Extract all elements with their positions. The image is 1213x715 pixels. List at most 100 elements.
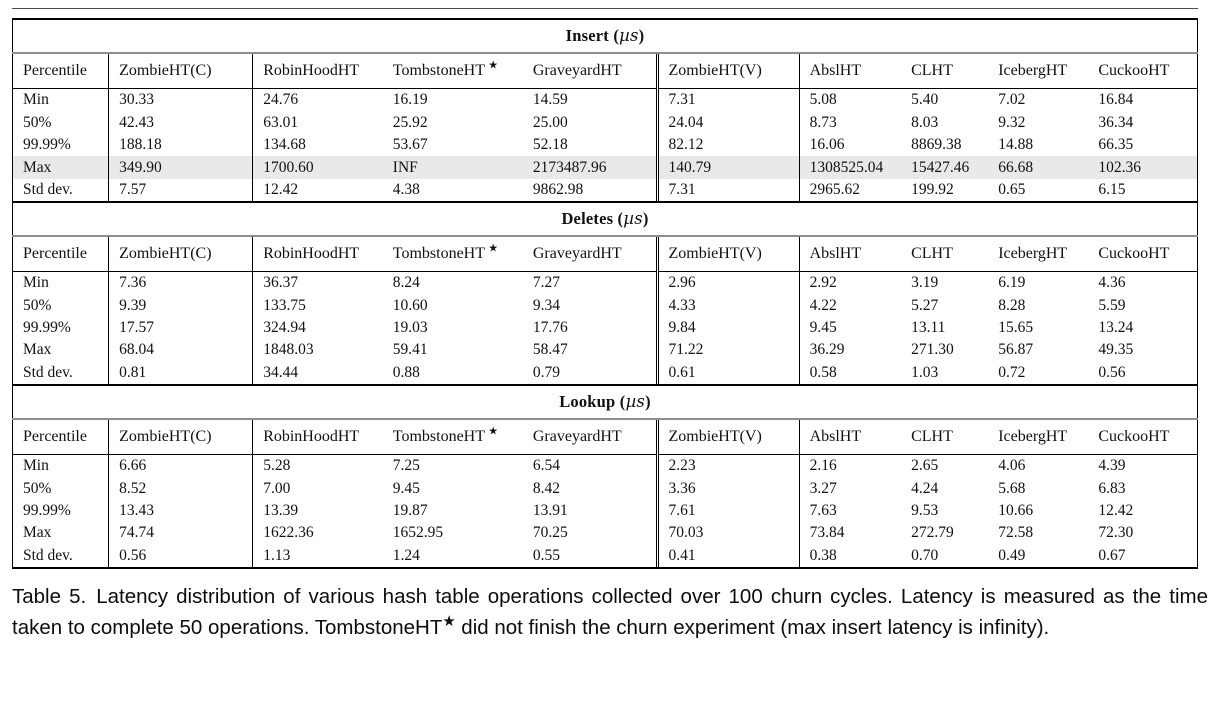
header-row: Percentile ZombieHT(C) RobinHoodHT Tombston…: [12, 54, 1198, 89]
value-cell: 72.58: [998, 524, 1034, 542]
value-cell: 17.76: [522, 316, 659, 339]
value-cell: 13.11: [911, 319, 946, 337]
column-header: TombstoneHT ★: [392, 425, 498, 445]
value-cell: 53.67: [392, 136, 428, 154]
title-underline-rule: [12, 52, 1198, 54]
value-cell: 7.31: [657, 178, 800, 201]
value-cell: 5.68: [998, 479, 1026, 497]
column-header: RobinHoodHT: [263, 427, 360, 445]
value-cell: 4.36: [1098, 274, 1126, 292]
value-cell: 1848.03: [263, 341, 314, 359]
value-cell: 5.28: [263, 457, 291, 475]
value-cell: 4.06: [998, 457, 1026, 475]
value-cell: 16.19: [392, 91, 428, 109]
value-cell: 24.04: [657, 111, 800, 134]
column-header: ZombieHT(C): [108, 419, 254, 455]
value-cell: 52.18: [522, 133, 659, 157]
star-icon: ★: [442, 614, 456, 631]
value-cell: 12.42: [263, 180, 299, 198]
value-cell: 5.40: [911, 91, 939, 109]
value-cell: 36.37: [263, 274, 299, 292]
column-header: Percentile: [12, 54, 110, 89]
value-cell: 2.16: [809, 457, 837, 475]
value-cell: 63.01: [263, 113, 299, 131]
column-header: AbslHT: [809, 62, 862, 79]
column-header: TombstoneHT ★: [392, 59, 498, 79]
top-rule: [12, 18, 1198, 20]
value-cell: 2.92: [809, 274, 837, 292]
value-cell: 0.61: [657, 361, 800, 384]
table-row: Max 349.90 1700.60 INF 2173487.96 140.79 13085…: [12, 156, 1198, 179]
row-label: 50%: [12, 294, 110, 317]
value-cell: 66.35: [1098, 136, 1134, 154]
table-row: Min 6.66 5.28 7.25 6.54 2.23 2.16 2.65 4.06 4.39: [12, 454, 1198, 478]
value-cell: 140.79: [657, 156, 800, 179]
row-label: Std dev.: [12, 178, 110, 201]
value-cell: 13.43: [108, 499, 254, 522]
value-cell: 17.57: [108, 316, 254, 339]
value-cell: 6.83: [1098, 479, 1126, 497]
insert-table-section: Insert (µs) Percentile ZombieHT(C) RobinHo…: [12, 18, 1198, 203]
deletes-title: Deletes (µs): [561, 208, 649, 228]
value-cell: 133.75: [263, 296, 306, 314]
value-cell: 2173487.96: [522, 156, 659, 179]
value-cell: 13.91: [522, 499, 659, 522]
value-cell: 7.02: [998, 91, 1026, 109]
value-cell: 2965.62: [809, 180, 860, 198]
value-cell: 42.43: [108, 111, 254, 134]
value-cell: 8.73: [809, 113, 837, 131]
column-header: RobinHoodHT: [263, 244, 360, 262]
bottom-rule: [12, 383, 1198, 386]
column-header: Percentile: [12, 419, 110, 455]
insert-title-row: Insert (µs): [12, 20, 1198, 52]
value-cell: 19.87: [392, 501, 428, 519]
value-cell: 24.76: [263, 91, 299, 109]
table-row: Std dev. 0.56 1.13 1.24 0.55 0.41 0.38 0.70 0.49…: [12, 544, 1198, 567]
value-cell: 16.84: [1098, 91, 1134, 109]
value-cell: 6.66: [108, 454, 254, 478]
column-header: ZombieHT(V): [657, 419, 800, 455]
value-cell: 349.90: [108, 156, 254, 179]
row-label: Std dev.: [12, 544, 110, 567]
header-row: Percentile ZombieHT(C) RobinHoodHT Tombston…: [12, 419, 1198, 455]
table-row: Min 30.33 24.76 16.19 14.59 7.31 5.08 5.40 7.02 1…: [12, 88, 1198, 112]
value-cell: 36.34: [1098, 113, 1134, 131]
column-header: ZombieHT(V): [657, 54, 800, 89]
deletes-table: Percentile ZombieHT(C) RobinHoodHT Tombston…: [12, 236, 1198, 384]
row-label: Max: [12, 156, 110, 179]
paper-page: Insert (µs) Percentile ZombieHT(C) RobinHo…: [12, 8, 1208, 640]
value-cell: 5.08: [809, 91, 837, 109]
value-cell: 70.03: [657, 521, 800, 545]
value-cell: 1308525.04: [799, 156, 902, 179]
lookup-title: Lookup (µs): [559, 391, 651, 411]
column-header: ZombieHT(C): [108, 236, 254, 272]
row-label: Min: [12, 271, 110, 295]
value-cell: 5.27: [911, 296, 939, 314]
value-cell: 49.35: [1098, 341, 1134, 359]
title-underline-rule: [12, 234, 1198, 237]
caption-label: Table 5.: [12, 584, 87, 608]
insert-title: Insert (µs): [565, 26, 645, 45]
column-header: CLHT: [911, 244, 953, 262]
caption-text-after-star: did not finish the churn experiment (max…: [455, 616, 1050, 640]
value-cell: 14.88: [998, 136, 1034, 154]
column-header: CuckooHT: [1098, 62, 1170, 79]
value-cell: 10.66: [998, 501, 1034, 519]
column-header: AbslHT: [809, 244, 862, 262]
value-cell: 72.30: [1098, 524, 1134, 542]
lookup-title-row: Lookup (µs): [12, 385, 1198, 418]
value-cell: 0.56: [1098, 363, 1126, 381]
value-cell: 2.23: [657, 454, 800, 478]
value-cell: 0.70: [911, 546, 939, 564]
value-cell: 9.53: [911, 501, 939, 519]
value-cell: 9.34: [522, 294, 659, 317]
value-cell: 70.25: [522, 521, 659, 545]
value-cell: 7.61: [657, 499, 800, 522]
value-cell: 4.39: [1098, 457, 1126, 475]
column-header: Percentile: [12, 236, 110, 272]
value-cell: 12.42: [1098, 501, 1134, 519]
insert-table: Percentile ZombieHT(C) RobinHoodHT Tombston…: [12, 54, 1198, 201]
row-label: 50%: [12, 111, 110, 134]
value-cell: 7.31: [657, 88, 800, 112]
value-cell: 272.79: [911, 524, 954, 542]
